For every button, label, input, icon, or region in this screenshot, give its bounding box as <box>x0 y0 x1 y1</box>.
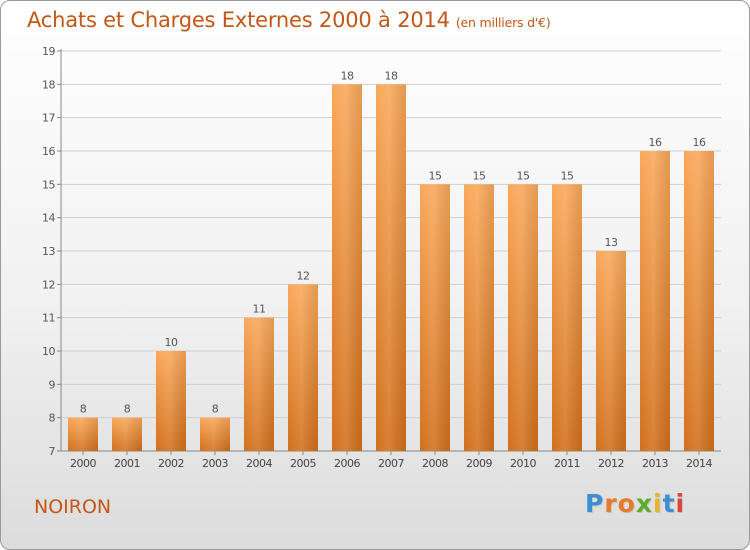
x-tick-label: 2000 <box>70 457 96 470</box>
chart-subtitle: (en milliers d'€) <box>455 15 551 30</box>
bar-shine <box>596 251 626 451</box>
y-tick-label: 14 <box>42 212 55 225</box>
y-tick-label: 9 <box>49 378 56 391</box>
x-tick-label: 2009 <box>466 457 492 470</box>
x-tick-label: 2003 <box>202 457 228 470</box>
data-label: 10 <box>165 336 178 349</box>
y-tick-label: 8 <box>49 412 56 425</box>
proxiti-logo: Proxiti <box>585 489 685 518</box>
data-label: 16 <box>649 136 662 149</box>
bar-shine <box>376 84 406 451</box>
chart-title: Achats et Charges Externes 2000 à 2014 (e… <box>27 8 551 32</box>
bar-shine <box>156 351 186 451</box>
y-tick-label: 16 <box>42 145 55 158</box>
x-tick-label: 2004 <box>246 457 272 470</box>
tick-labels: 7 8 9 10 11 12 13 14 15 16 17 18 19 2000 2001 2002 2003 2… <box>42 45 713 470</box>
data-label: 15 <box>429 169 442 182</box>
y-tick-label: 7 <box>49 445 56 458</box>
logo-letter: i <box>653 489 663 518</box>
bar-shine <box>684 151 714 451</box>
bar-shine <box>552 184 582 452</box>
y-tick-label: 19 <box>42 45 55 58</box>
data-label: 8 <box>80 403 87 416</box>
x-tick-label: 2014 <box>686 457 712 470</box>
data-labels: 8 8 10 8 11 12 18 18 15 15 15 15 13 16 16 <box>80 69 707 416</box>
logo-letter: x <box>635 489 653 518</box>
bar-shine <box>244 317 274 451</box>
y-tick-label: 18 <box>42 78 55 91</box>
bars <box>68 84 714 452</box>
y-tick-label: 17 <box>42 112 55 125</box>
bar-shine <box>640 151 670 451</box>
logo-letter: t <box>662 489 676 518</box>
logo-letter: i <box>675 489 686 518</box>
data-label: 15 <box>517 169 530 182</box>
x-tick-label: 2010 <box>510 457 536 470</box>
data-label: 15 <box>561 169 574 182</box>
x-tick-label: 2005 <box>290 457 316 470</box>
bar-shine <box>68 417 98 451</box>
x-tick-label: 2013 <box>642 457 668 470</box>
x-tick-label: 2008 <box>422 457 448 470</box>
data-label: 8 <box>212 403 219 416</box>
bar-shine <box>288 284 318 451</box>
y-tick-label: 13 <box>42 245 55 258</box>
x-tick-label: 2002 <box>158 457 184 470</box>
data-label: 13 <box>605 236 618 249</box>
x-tick-label: 2006 <box>334 457 360 470</box>
data-label: 16 <box>693 136 706 149</box>
x-tick-label: 2001 <box>114 457 140 470</box>
x-tick-label: 2012 <box>598 457 624 470</box>
data-label: 18 <box>341 69 354 82</box>
y-tick-label: 11 <box>42 312 55 325</box>
y-tick-label: 12 <box>42 278 55 291</box>
logo-letter: r <box>604 489 618 518</box>
data-label: 18 <box>385 69 398 82</box>
data-label: 11 <box>253 303 266 316</box>
bar-shine <box>332 84 362 451</box>
bar-shine <box>112 417 142 451</box>
logo-letter: o <box>617 489 636 518</box>
bar-shine <box>200 417 230 451</box>
bar-shine <box>420 184 450 452</box>
x-tick-label: 2007 <box>378 457 404 470</box>
data-label: 15 <box>473 169 486 182</box>
data-label: 12 <box>297 269 310 282</box>
logo-letter: P <box>585 489 605 518</box>
chart-title-text: Achats et Charges Externes 2000 à 2014 <box>27 8 450 32</box>
bar-shine <box>508 184 538 452</box>
x-tick-label: 2011 <box>554 457 580 470</box>
place-name: NOIRON <box>34 496 112 518</box>
data-label: 8 <box>124 403 131 416</box>
y-tick-label: 10 <box>42 345 55 358</box>
bar-shine <box>464 184 494 452</box>
y-tick-label: 15 <box>42 178 55 191</box>
